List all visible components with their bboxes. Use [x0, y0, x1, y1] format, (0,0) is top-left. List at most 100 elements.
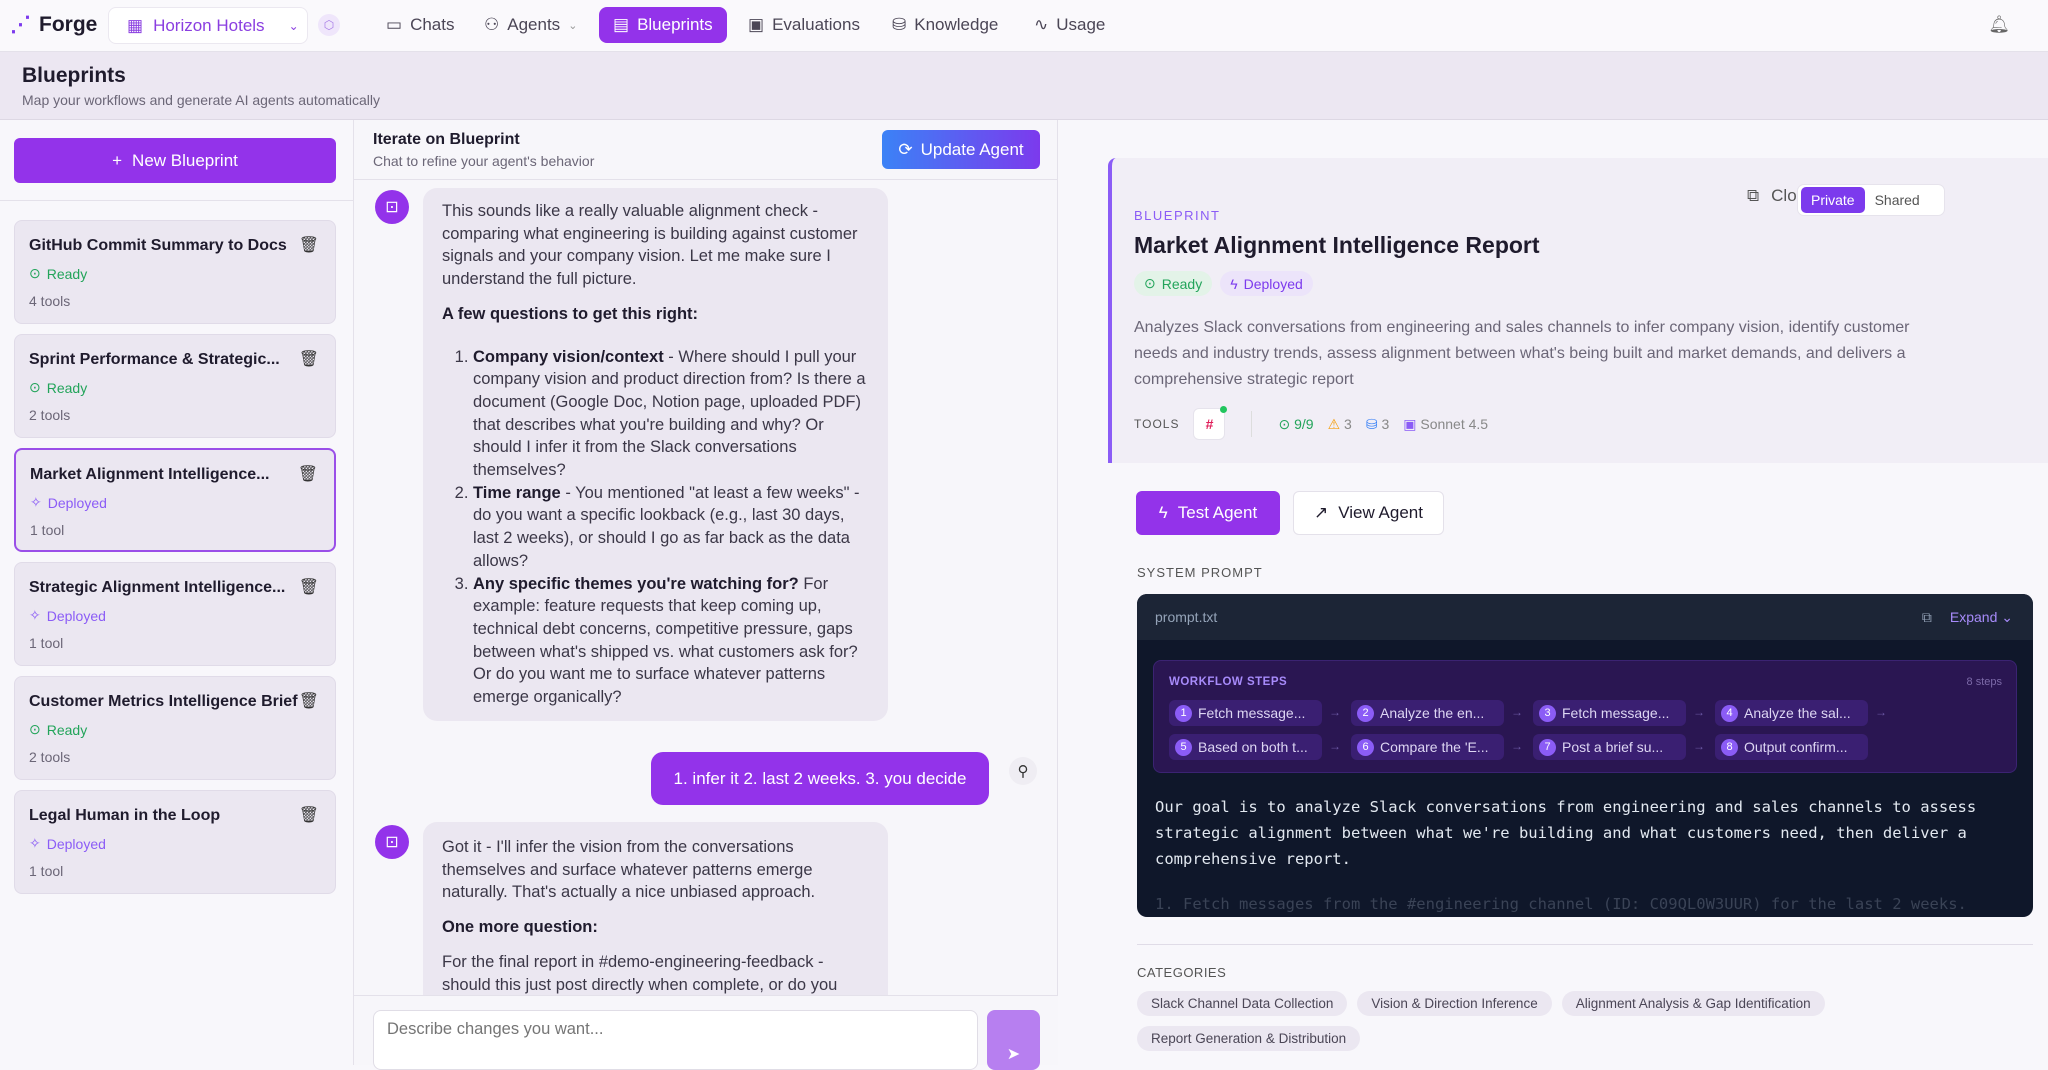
step-label: Analyze the en... — [1380, 705, 1485, 721]
status: ✧ Deployed — [30, 494, 107, 511]
shared-option[interactable]: Shared — [1874, 192, 1920, 208]
nav-blueprints[interactable]: ▤ Blueprints — [599, 7, 727, 43]
workflow-step[interactable]: 8 Output confirm... — [1715, 734, 1868, 760]
blueprint-card-title: Legal Human in the Loop — [29, 807, 221, 824]
workflow-step[interactable]: 7 Post a brief su... — [1533, 734, 1686, 760]
question-item: Time range - You mentioned "at least a f… — [473, 482, 869, 573]
chat-messages[interactable]: ⊡ This sounds like a really valuable ali… — [354, 181, 1058, 995]
question-list: Company vision/context - Where should I … — [442, 346, 869, 709]
step-number: 1 — [1175, 704, 1192, 722]
blueprint-card[interactable]: Market Alignment Intelligence... 🗑︎ ✧ Dep… — [14, 448, 336, 552]
copy-icon[interactable]: ⧉ — [1921, 608, 1932, 625]
document-icon: ▤ — [613, 15, 630, 34]
blueprint-card-title: Market Alignment Intelligence... — [30, 466, 270, 483]
message-heading: A few questions to get this right: — [442, 304, 699, 323]
trash-icon[interactable]: 🗑︎ — [298, 237, 319, 254]
visibility-toggle: Private Shared — [1797, 184, 1945, 216]
workflow-step[interactable]: 5 Based on both t... — [1169, 734, 1322, 760]
workflow-step[interactable]: 3 Fetch message... — [1533, 700, 1686, 726]
update-agent-button[interactable]: ⟳ Update Agent — [882, 130, 1040, 169]
nav-chats[interactable]: ▭ Chats — [386, 15, 455, 34]
tool-count: 1 tool — [29, 863, 64, 879]
chat-icon: ▭ — [386, 15, 403, 34]
blueprint-card[interactable]: GitHub Commit Summary to Docs 🗑︎ ⊙ Ready … — [14, 220, 336, 324]
message-text: This sounds like a really valuable align… — [442, 202, 858, 289]
workflow-step[interactable]: 2 Analyze the en... — [1351, 700, 1504, 726]
system-prompt-box: prompt.txt ⧉ Expand ⌄ WORKFLOW STEPS 8 st… — [1137, 594, 2033, 917]
blueprint-title: Market Alignment Intelligence Report — [1134, 232, 1540, 258]
message-text: Got it - I'll infer the vision from the … — [442, 838, 816, 902]
user-avatar-icon: ⚲ — [1009, 757, 1037, 785]
question-item: Company vision/context - Where should I … — [473, 346, 869, 482]
trash-icon[interactable]: 🗑︎ — [297, 466, 318, 483]
org-selector[interactable]: ▦ Horizon Hotels ⌄ — [108, 7, 308, 44]
chat-subtitle: Chat to refine your agent's behavior — [373, 153, 595, 169]
checks-stat: ⊙ 9/9 — [1278, 415, 1314, 432]
building-icon: ▦ — [127, 15, 144, 35]
blueprint-summary-card: BLUEPRINT Market Alignment Intelligence … — [1108, 158, 2048, 463]
nav-evaluations[interactable]: ▣ Evaluations — [748, 15, 860, 34]
tool-count: 4 tools — [29, 293, 71, 309]
test-agent-button[interactable]: ϟ Test Agent — [1136, 491, 1280, 535]
step-label: Output confirm... — [1744, 739, 1848, 755]
send-icon: ➤ — [1006, 1046, 1021, 1063]
category-chip[interactable]: Slack Channel Data Collection — [1137, 991, 1348, 1016]
database-icon: ⛁ — [892, 15, 907, 34]
divider — [1137, 944, 2033, 945]
step-count: 8 steps — [1966, 676, 2002, 688]
new-blueprint-button[interactable]: + New Blueprint — [14, 138, 336, 183]
arrow-right-icon: → — [1693, 739, 1705, 753]
step-label: Based on both t... — [1198, 739, 1308, 755]
trash-icon[interactable]: 🗑︎ — [298, 579, 319, 596]
message-heading: One more question: — [442, 918, 598, 937]
view-agent-button[interactable]: ↗ View Agent — [1293, 491, 1444, 535]
private-option[interactable]: Private — [1801, 187, 1865, 213]
chat-input[interactable] — [373, 1010, 978, 1070]
file-name: prompt.txt — [1155, 609, 1218, 625]
bell-icon[interactable]: 🔔︎ — [1988, 15, 2010, 34]
nav-agents[interactable]: ⚇ Agents ⌄ — [484, 15, 578, 34]
model-stat: ▣ Sonnet 4.5 — [1403, 415, 1489, 432]
question-text: For example: feature requests that keep … — [473, 574, 858, 707]
slack-icon[interactable]: # — [1193, 406, 1228, 440]
logo[interactable]: ⋰ Forge — [10, 12, 98, 37]
step-label: Fetch message... — [1198, 705, 1306, 721]
blueprint-card[interactable]: Sprint Performance & Strategic... 🗑︎ ⊙ Re… — [14, 334, 336, 438]
question-title: Time range — [473, 483, 561, 502]
trash-icon[interactable]: 🗑︎ — [298, 351, 319, 368]
workflow-label: WORKFLOW STEPS — [1169, 676, 1288, 688]
page-header: Blueprints Map your workflows and genera… — [0, 52, 2048, 120]
workflow-step[interactable]: 6 Compare the 'E... — [1351, 734, 1504, 760]
blueprint-card[interactable]: Legal Human in the Loop 🗑︎ ✧ Deployed 1 t… — [14, 790, 336, 894]
step-number: 2 — [1357, 704, 1374, 722]
page-title: Blueprints — [22, 64, 126, 87]
tool-count: 2 tools — [29, 407, 71, 423]
trash-icon[interactable]: 🗑︎ — [298, 807, 319, 824]
step-number: 4 — [1721, 704, 1738, 722]
lightning-icon: ϟ — [1230, 275, 1238, 292]
step-number: 5 — [1175, 738, 1192, 756]
lightning-icon: ϟ — [1158, 503, 1168, 522]
cpu-icon: ▣ — [1403, 415, 1421, 432]
workflow-step[interactable]: 4 Analyze the sal... — [1715, 700, 1868, 726]
users-icon: ⚇ — [484, 15, 500, 34]
nav-knowledge[interactable]: ⛁ Knowledge — [892, 15, 999, 34]
expand-button[interactable]: Expand ⌄ — [1949, 608, 2013, 625]
blueprint-card[interactable]: Strategic Alignment Intelligence... 🗑︎ ✧… — [14, 562, 336, 666]
trash-icon[interactable]: 🗑︎ — [298, 693, 319, 710]
category-chip[interactable]: Report Generation & Distribution — [1137, 1026, 1361, 1051]
blueprint-description: Analyzes Slack conversations from engine… — [1134, 319, 1910, 388]
chat-title: Iterate on Blueprint — [373, 131, 520, 148]
category-chip[interactable]: Alignment Analysis & Gap Identification — [1561, 991, 1825, 1016]
forge-logo-icon: ⋰ — [10, 13, 31, 36]
blueprint-card-title: Sprint Performance & Strategic... — [29, 351, 280, 368]
nav-usage[interactable]: ∿ Usage — [1034, 15, 1106, 34]
blueprint-card[interactable]: Customer Metrics Intelligence Brief 🗑︎ ⊙… — [14, 676, 336, 780]
tools-row: TOOLS # ⊙ 9/9 ⚠ 3 ⛁ 3 ▣ Sonnet 4.5 — [1134, 406, 1489, 440]
workflow-step[interactable]: 1 Fetch message... — [1169, 700, 1322, 726]
category-chip[interactable]: Vision & Direction Inference — [1357, 991, 1552, 1016]
shield-icon[interactable]: ⬡ — [318, 14, 340, 36]
send-button[interactable]: ➤ — [987, 1010, 1040, 1070]
step-number: 3 — [1539, 704, 1556, 722]
check-circle-icon: ⊙ — [1144, 275, 1156, 291]
